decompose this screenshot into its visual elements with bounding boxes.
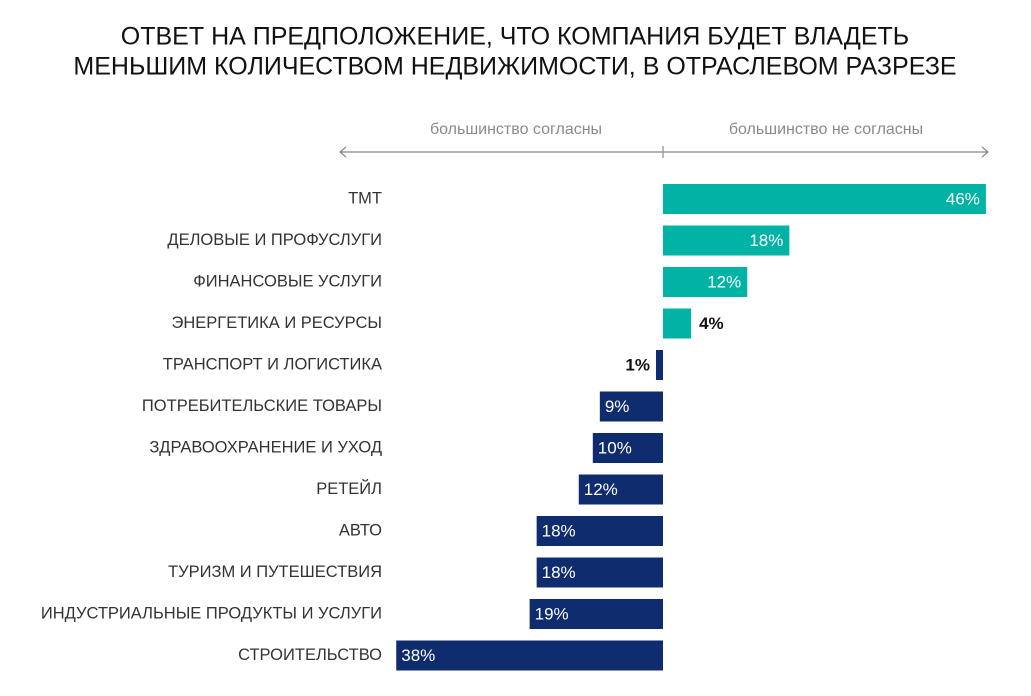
category-label: ТРАНСПОРТ И ЛОГИСТИКА xyxy=(163,355,382,373)
bar xyxy=(578,474,663,505)
bar xyxy=(663,308,692,339)
category-label: ТМТ xyxy=(348,189,382,207)
category-label: ЗДРАВООХРАНЕНИЕ И УХОД xyxy=(149,438,382,456)
legend-label: большинство согласны xyxy=(430,121,602,138)
bar xyxy=(592,433,663,463)
bar xyxy=(655,350,663,380)
value-label: 4% xyxy=(699,314,724,333)
bar xyxy=(396,640,663,671)
bar xyxy=(663,225,790,256)
bar xyxy=(663,184,986,214)
category-label: РЕТЕЙЛ xyxy=(316,479,382,498)
bar xyxy=(663,267,748,297)
category-label: ТУРИЗМ И ПУТЕШЕСТВИЯ xyxy=(168,563,382,581)
chart-title: МЕНЬШИМ КОЛИЧЕСТВОМ НЕДВИЖИМОСТИ, В ОТРА… xyxy=(73,53,956,81)
value-label: 46% xyxy=(946,189,980,208)
category-label: ИНДУСТРИАЛЬНЫЕ ПРОДУКТЫ И УСЛУГИ xyxy=(41,604,382,622)
bar xyxy=(536,516,663,546)
value-label: 18% xyxy=(542,521,576,540)
value-label: 19% xyxy=(535,604,569,623)
value-label: 18% xyxy=(542,563,576,582)
category-label: СТРОИТЕЛЬСТВО xyxy=(238,646,382,664)
bar xyxy=(529,599,663,629)
category-label: АВТО xyxy=(339,521,382,539)
direction-axis xyxy=(339,146,989,158)
arrow-right xyxy=(981,146,989,158)
category-label: ФИНАНСОВЫЕ УСЛУГИ xyxy=(193,272,382,290)
value-label: 18% xyxy=(749,231,783,250)
value-label: 38% xyxy=(401,646,435,665)
bar xyxy=(536,557,663,588)
category-label: ПОТРЕБИТЕЛЬСКИЕ ТОВАРЫ xyxy=(142,397,382,415)
value-label: 12% xyxy=(584,480,618,499)
value-label: 1% xyxy=(625,355,650,374)
value-label: 12% xyxy=(707,272,741,291)
bar xyxy=(599,391,663,422)
value-label: 10% xyxy=(598,438,632,457)
chart-title: ОТВЕТ НА ПРЕДПОЛОЖЕНИЕ, ЧТО КОМПАНИЯ БУД… xyxy=(121,23,909,51)
category-label: ДЕЛОВЫЕ И ПРОФУСЛУГИ xyxy=(167,231,382,249)
value-label: 9% xyxy=(605,397,630,416)
legend-label: большинство не согласны xyxy=(729,121,923,138)
arrow-left xyxy=(339,146,347,158)
category-label: ЭНЕРГЕТИКА И РЕСУРСЫ xyxy=(171,314,382,332)
